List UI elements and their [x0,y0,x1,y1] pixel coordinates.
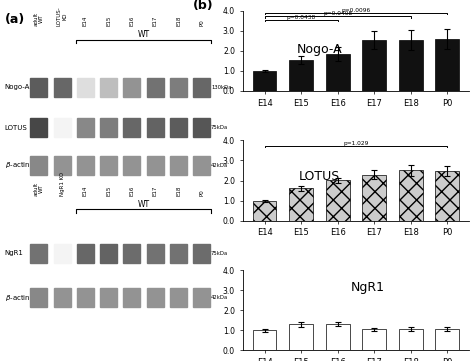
Bar [123,156,140,175]
Bar [100,156,117,175]
Text: NgR1: NgR1 [5,251,24,256]
Text: NgR1 KO: NgR1 KO [60,171,64,196]
Bar [362,329,386,350]
Bar [77,78,94,97]
Text: 75kDa: 75kDa [211,125,228,130]
Text: $\beta$-actin: $\beta$-actin [5,160,30,170]
Bar [193,156,210,175]
Bar [193,78,210,97]
Text: P0: P0 [200,19,204,26]
Bar [399,40,423,91]
Bar [326,180,349,221]
Bar [30,244,47,263]
Text: 42kDa: 42kDa [211,295,228,300]
Text: p=0.0408: p=0.0408 [323,11,352,16]
Bar [77,156,94,175]
Text: E14: E14 [83,16,88,26]
Bar [54,78,71,97]
Bar [30,118,47,138]
Bar [123,118,140,138]
Bar [193,118,210,138]
Bar [399,329,423,350]
Bar [54,244,71,263]
Text: p=0.0096: p=0.0096 [341,8,371,13]
Text: WT: WT [137,30,150,39]
Bar [77,118,94,138]
Text: P0: P0 [200,189,204,196]
Text: LOTUS-
KO: LOTUS- KO [56,6,67,26]
Text: p=0.0438: p=0.0438 [286,15,316,19]
Bar [100,118,117,138]
Bar [54,156,71,175]
Bar [193,288,210,307]
Bar [147,78,164,97]
Text: E17: E17 [153,186,158,196]
Bar [147,288,164,307]
Text: adult
WT: adult WT [33,12,44,26]
Bar [123,288,140,307]
Text: Nogo-A: Nogo-A [5,84,30,90]
Bar [170,244,187,263]
Text: adult
WT: adult WT [33,182,44,196]
Text: E16: E16 [129,186,135,196]
Bar [54,288,71,307]
Bar [100,288,117,307]
Bar [170,118,187,138]
Text: p=1.029: p=1.029 [343,141,369,146]
Bar [170,288,187,307]
Text: 130kDa: 130kDa [211,85,231,90]
Text: E15: E15 [106,186,111,196]
Bar [147,244,164,263]
Bar [54,118,71,138]
Text: 42kDa: 42kDa [211,163,228,168]
Bar [100,244,117,263]
Bar [123,78,140,97]
Text: Nogo-A: Nogo-A [297,43,343,56]
Bar [289,60,313,91]
Text: $\beta$-actin: $\beta$-actin [5,292,30,303]
Text: (b): (b) [193,0,213,12]
Bar [147,156,164,175]
Bar [147,118,164,138]
Bar [289,188,313,221]
Bar [289,324,313,350]
Bar [399,170,423,221]
Bar [30,78,47,97]
Text: LOTUS: LOTUS [299,170,340,183]
Bar [326,54,349,91]
Text: 75kDa: 75kDa [211,251,228,256]
Bar [30,288,47,307]
Bar [170,156,187,175]
Bar [362,40,386,91]
Text: E14: E14 [83,186,88,196]
Bar [326,324,349,350]
Text: E15: E15 [106,16,111,26]
Bar [253,200,276,221]
Bar [170,78,187,97]
Text: E18: E18 [176,16,181,26]
Bar [193,244,210,263]
Bar [436,39,459,91]
Text: (a): (a) [5,13,25,26]
Bar [77,244,94,263]
Bar [436,171,459,221]
Text: E16: E16 [129,16,135,26]
Bar [77,288,94,307]
Bar [362,175,386,221]
Bar [30,156,47,175]
Text: NgR1: NgR1 [350,281,384,294]
Text: LOTUS: LOTUS [5,125,27,131]
Text: E17: E17 [153,16,158,26]
Bar [100,78,117,97]
Bar [253,71,276,91]
Text: WT: WT [137,200,150,209]
Bar [253,330,276,350]
Bar [123,244,140,263]
Bar [436,329,459,350]
Text: E18: E18 [176,186,181,196]
